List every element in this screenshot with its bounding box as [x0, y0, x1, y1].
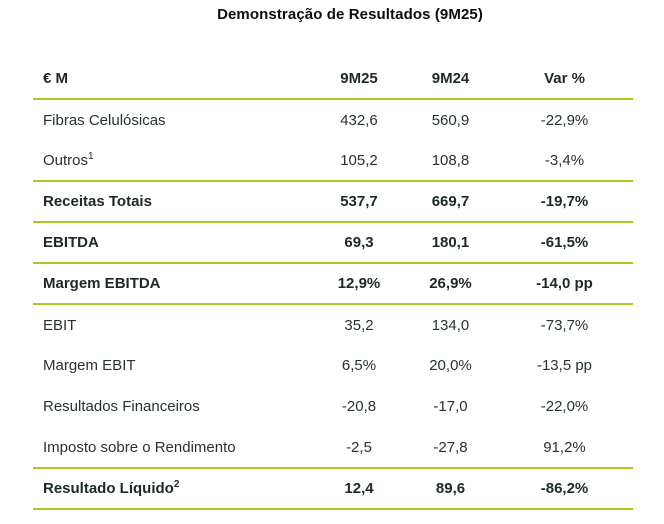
value-var: 91,2%	[543, 438, 586, 456]
table-row-ebitda: EBITDA 69,3 180,1 -61,5%	[33, 222, 633, 263]
table-row-imposto: Imposto sobre o Rendimento -2,5 -27,8 91…	[33, 427, 633, 468]
row-label: Resultados Financeiros	[43, 398, 200, 415]
value-9m25: -20,8	[341, 398, 377, 415]
value-9m25: 69,3	[344, 234, 374, 251]
row-label: Resultado Líquido2	[43, 479, 180, 498]
value-var: -3,4%	[544, 151, 585, 169]
row-label: Margem EBIT	[43, 357, 136, 374]
page-title: Demonstração de Resultados (9M25)	[217, 6, 483, 23]
value-var: -86,2%	[540, 480, 589, 497]
value-var: -13,5 pp	[536, 357, 593, 374]
value-var: -61,5%	[540, 234, 589, 251]
table-row-fibras-celulosicas: Fibras Celulósicas 432,6 560,9 -22,9%	[33, 99, 633, 140]
value-9m24: -27,8	[433, 438, 468, 456]
value-var: -19,7%	[540, 193, 589, 210]
value-9m24: 26,9%	[429, 275, 472, 292]
value-9m24: 134,0	[431, 316, 470, 334]
row-label: Margem EBITDA	[43, 275, 161, 292]
table-row-margem-ebitda: Margem EBITDA 12,9% 26,9% -14,0 pp	[33, 263, 633, 304]
header-var: Var %	[544, 69, 585, 87]
value-9m24: 669,7	[431, 193, 470, 210]
table-row-resultado-liquido: Resultado Líquido2 12,4 89,6 -86,2%	[33, 468, 633, 509]
value-9m25: 537,7	[340, 193, 378, 210]
value-9m24: 108,8	[431, 151, 470, 169]
value-9m24: 89,6	[435, 480, 466, 497]
value-9m24: 560,9	[431, 111, 470, 129]
value-var: -22,0%	[540, 398, 589, 415]
row-label: Imposto sobre o Rendimento	[43, 438, 236, 456]
row-label: Outros1	[43, 150, 94, 169]
value-var: -22,9%	[540, 111, 589, 129]
table-row-outros: Outros1 105,2 108,8 -3,4%	[33, 140, 633, 181]
header-unit: € M	[43, 69, 69, 87]
table-header-row: € M 9M25 9M24 Var %	[33, 58, 633, 99]
table-row-margem-ebit: Margem EBIT 6,5% 20,0% -13,5 pp	[33, 345, 633, 386]
value-9m24: 20,0%	[429, 357, 472, 374]
row-label: EBITDA	[43, 234, 99, 251]
value-9m24: -17,0	[433, 398, 468, 415]
value-var: -14,0 pp	[536, 275, 593, 292]
header-9m25: 9M25	[340, 69, 378, 87]
table-row-ebit: EBIT 35,2 134,0 -73,7%	[33, 304, 633, 345]
value-9m24: 180,1	[431, 234, 470, 251]
value-9m25: 6,5%	[341, 357, 377, 374]
row-label: Fibras Celulósicas	[43, 111, 166, 129]
value-9m25: 105,2	[340, 151, 378, 169]
header-9m24: 9M24	[431, 69, 470, 87]
income-statement-table: € M 9M25 9M24 Var % Fibras Celulósicas 4…	[33, 58, 633, 510]
value-9m25: 12,4	[344, 480, 374, 497]
value-9m25: 12,9%	[337, 275, 381, 292]
table-row-resultados-financeiros: Resultados Financeiros -20,8 -17,0 -22,0…	[33, 386, 633, 427]
value-9m25: 432,6	[340, 111, 378, 129]
value-9m25: -2,5	[346, 438, 372, 456]
row-label: Receitas Totais	[43, 193, 152, 210]
footnote-marker-1: 1	[88, 150, 94, 162]
footnote-marker-2: 2	[173, 479, 180, 490]
row-label: EBIT	[43, 316, 77, 334]
table-row-receitas-totais: Receitas Totais 537,7 669,7 -19,7%	[33, 181, 633, 222]
value-9m25: 35,2	[344, 316, 374, 334]
value-var: -73,7%	[540, 316, 589, 334]
